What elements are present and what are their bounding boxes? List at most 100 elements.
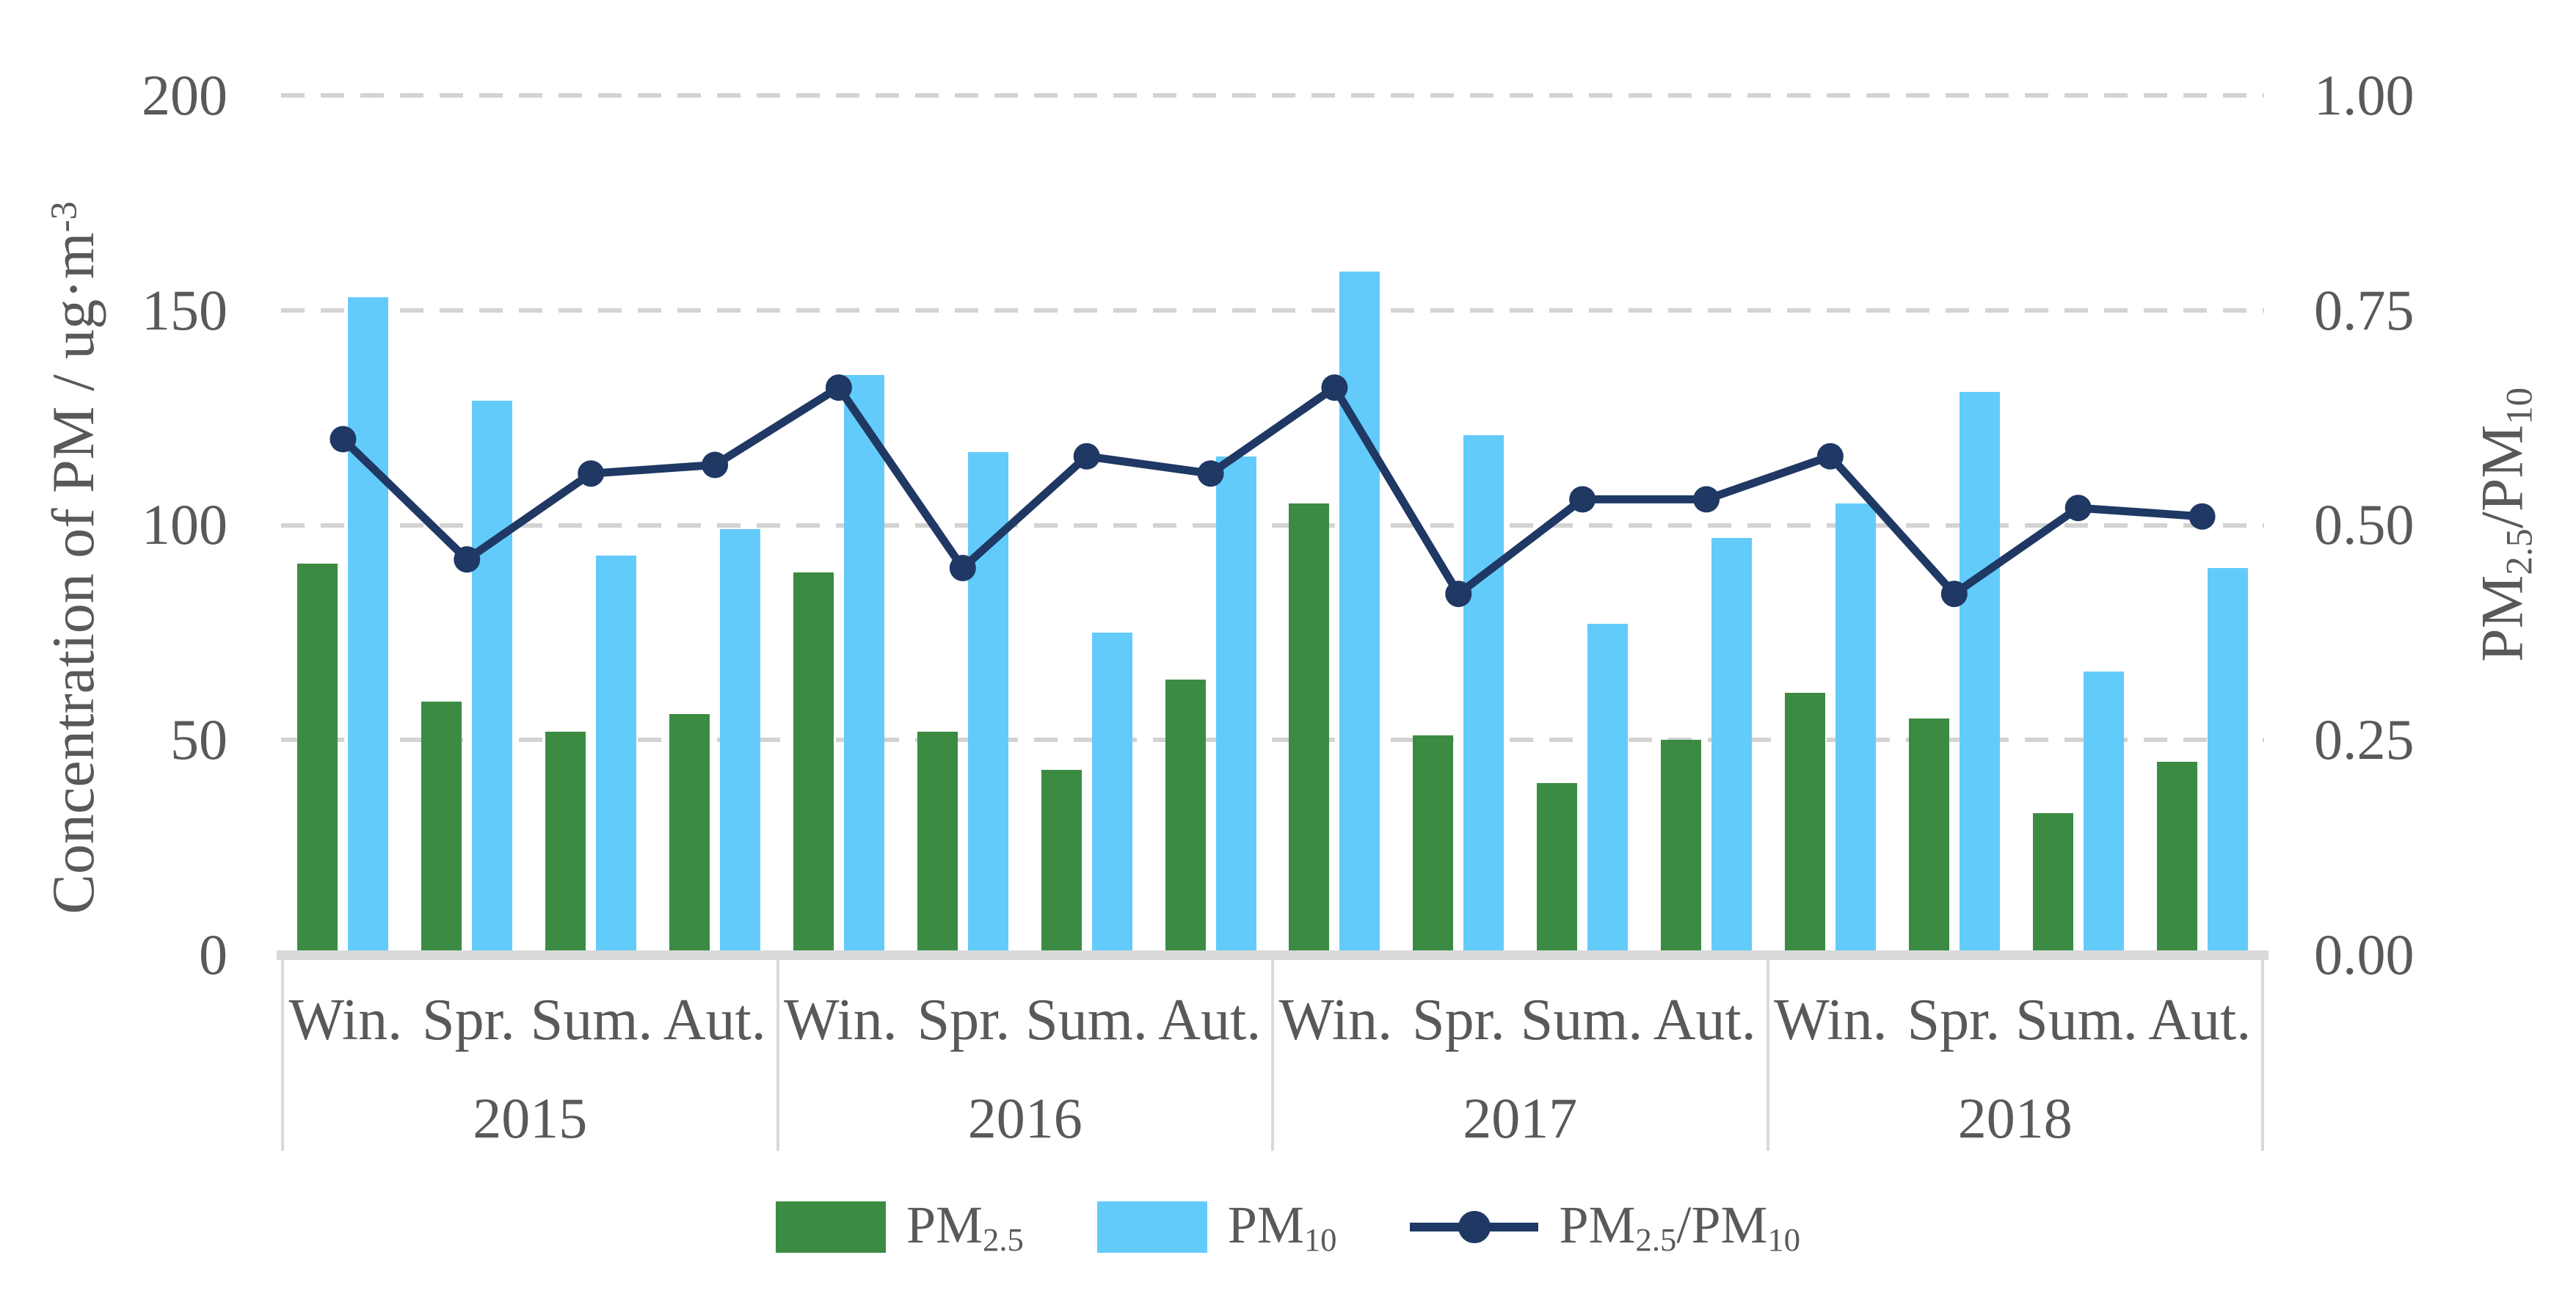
pm25-bar-2016 Spr. <box>917 731 958 955</box>
label-text: 2.5 <box>2498 528 2540 575</box>
pm10-bar-2015 Aut. <box>720 529 761 955</box>
season-row-2018: Win. Spr. Sum. Aut. <box>1769 955 2262 1085</box>
year-label-2017: 2017 <box>1463 1085 1578 1150</box>
gridline-200 <box>281 93 2264 98</box>
left-tick-100: 100 <box>142 492 228 556</box>
left-tick-0: 0 <box>199 923 228 986</box>
ratio-point-2016 Spr. <box>949 555 976 581</box>
year-label-2016: 2016 <box>967 1085 1083 1150</box>
legend-label-pm25-swatch: PM2.5 <box>906 1195 1024 1259</box>
legend-ratio-line-marker <box>1410 1201 1539 1253</box>
pm25-bar-2016 Win. <box>793 572 834 955</box>
year-group-2016: Win. Spr. Sum. Aut. 2016 <box>776 955 1272 1151</box>
ratio-point-2018 Win. <box>1816 443 1844 470</box>
year-label-2018: 2018 <box>1957 1085 2073 1150</box>
ratio-point-2017 Aut. <box>1693 486 1720 513</box>
season-label-2015-Spr: Spr. <box>422 987 515 1052</box>
legend-pm10-swatch <box>1096 1201 1207 1253</box>
ratio-point-2017 Spr. <box>1445 581 1472 608</box>
label-text: 10 <box>1303 1221 1337 1259</box>
pm10-bar-2015 Win. <box>348 297 389 955</box>
season-label-2017-Spr: Spr. <box>1412 987 1505 1052</box>
gridline-150 <box>281 308 2264 313</box>
label-text: PM <box>1227 1196 1304 1254</box>
pm25-bar-2015 Spr. <box>421 701 462 955</box>
right-tick-075: 0.75 <box>2314 278 2415 342</box>
legend-line-dot <box>1458 1210 1491 1243</box>
category-axis: Win. Spr. Sum. Aut. 2015 Win. Spr. Sum. Aut. 2016… <box>281 955 2264 1151</box>
season-label-2015-Sum: Sum. <box>530 987 653 1052</box>
ratio-point-2016 Aut. <box>1197 460 1224 487</box>
legend-pm25-swatch <box>775 1201 886 1253</box>
gridline-50 <box>281 738 2264 742</box>
year-group-2015: Win. Spr. Sum. Aut. 2015 <box>281 955 776 1151</box>
legend-label-ratio-line: PM2.5/PM10 <box>1559 1195 1800 1259</box>
legend-item-pm25-swatch: PM2.5 <box>775 1195 1024 1259</box>
year-group-2018: Win. Spr. Sum. Aut. 2018 <box>1766 955 2262 1151</box>
legend-label-pm10-swatch: PM10 <box>1228 1195 1337 1259</box>
pm25-bar-2015 Sum. <box>545 731 586 955</box>
label-text: 2.5 <box>1635 1221 1677 1259</box>
ratio-point-2017 Sum. <box>1569 486 1596 513</box>
pm25-bar-2017 Aut. <box>1661 740 1702 955</box>
season-label-2016-Sum: Sum. <box>1025 987 1148 1052</box>
pm25-bar-2018 Aut. <box>2156 761 2197 955</box>
season-label-2017-Win: Win. <box>1278 987 1393 1052</box>
label-text: PM <box>1559 1196 1636 1254</box>
plot-area <box>277 93 2268 960</box>
left-tick-150: 150 <box>142 278 228 342</box>
legend: PM2.5 PM10 PM2.5/PM10 <box>0 1195 2576 1259</box>
season-label-2018-Sum: Sum. <box>2015 987 2138 1052</box>
season-label-2015-Win: Win. <box>288 987 403 1052</box>
season-label-2016-Win: Win. <box>784 987 898 1052</box>
season-label-2017-Aut: Aut. <box>1653 987 1756 1052</box>
label-text: PM <box>2468 575 2536 663</box>
left-tick-50: 50 <box>170 707 228 771</box>
season-label-2018-Win: Win. <box>1774 987 1888 1052</box>
pm10-bar-2016 Sum. <box>1091 632 1132 955</box>
label-text: -3 <box>43 201 85 233</box>
pm25-bar-2018 Sum. <box>2032 812 2073 955</box>
right-axis-title: PM2.5/PM10 <box>2468 387 2541 662</box>
right-tick-100: 1.00 <box>2314 63 2415 127</box>
pm10-bar-2017 Aut. <box>1711 538 1753 955</box>
season-row-2016: Win. Spr. Sum. Aut. <box>779 955 1272 1085</box>
pm10-bar-2016 Win. <box>843 374 884 955</box>
pm25-bar-2015 Win. <box>297 564 338 955</box>
season-label-2018-Aut: Aut. <box>2148 987 2252 1052</box>
ratio-point-2017 Win. <box>1321 374 1348 401</box>
ratio-point-2018 Aut. <box>2188 503 2216 530</box>
ratio-point-2016 Sum. <box>1073 443 1100 470</box>
pm25-bar-2018 Spr. <box>1908 718 1949 955</box>
pm10-bar-2017 Spr. <box>1463 434 1505 955</box>
legend-item-pm10-swatch: PM10 <box>1096 1195 1337 1259</box>
year-group-2017: Win. Spr. Sum. Aut. 2017 <box>1271 955 1767 1151</box>
left-tick-200: 200 <box>142 63 228 127</box>
pm25-bar-2017 Spr. <box>1413 735 1454 955</box>
right-tick-050: 0.50 <box>2314 492 2415 556</box>
ratio-point-2018 Spr. <box>1940 581 1968 608</box>
pm10-bar-2018 Sum. <box>2083 671 2124 955</box>
pm10-bar-2015 Sum. <box>596 555 637 955</box>
right-tick-000: 0.00 <box>2314 923 2415 986</box>
label-text: PM <box>906 1196 983 1254</box>
gridline-100 <box>281 523 2264 528</box>
pm10-bar-2017 Sum. <box>1587 624 1629 955</box>
season-label-2016-Aut: Aut. <box>1158 987 1262 1052</box>
label-text: /PM <box>1676 1196 1768 1254</box>
pm25-bar-2015 Aut. <box>669 714 710 955</box>
season-row-2017: Win. Spr. Sum. Aut. <box>1274 955 1767 1085</box>
label-text: 10 <box>2498 387 2540 425</box>
season-label-2015-Aut: Aut. <box>663 987 766 1052</box>
ratio-point-2015 Spr. <box>454 546 481 573</box>
right-tick-025: 0.25 <box>2314 707 2415 771</box>
ratio-point-2015 Sum. <box>578 460 605 487</box>
label-text: /PM <box>2468 424 2536 529</box>
label-text: 2.5 <box>983 1221 1024 1259</box>
pm10-bar-2018 Win. <box>1835 503 1876 955</box>
pm25-bar-2016 Aut. <box>1165 680 1206 955</box>
legend-item-ratio-line: PM2.5/PM10 <box>1410 1195 1800 1259</box>
pm10-bar-2018 Aut. <box>2207 568 2248 955</box>
season-label-2017-Sum: Sum. <box>1520 987 1643 1052</box>
